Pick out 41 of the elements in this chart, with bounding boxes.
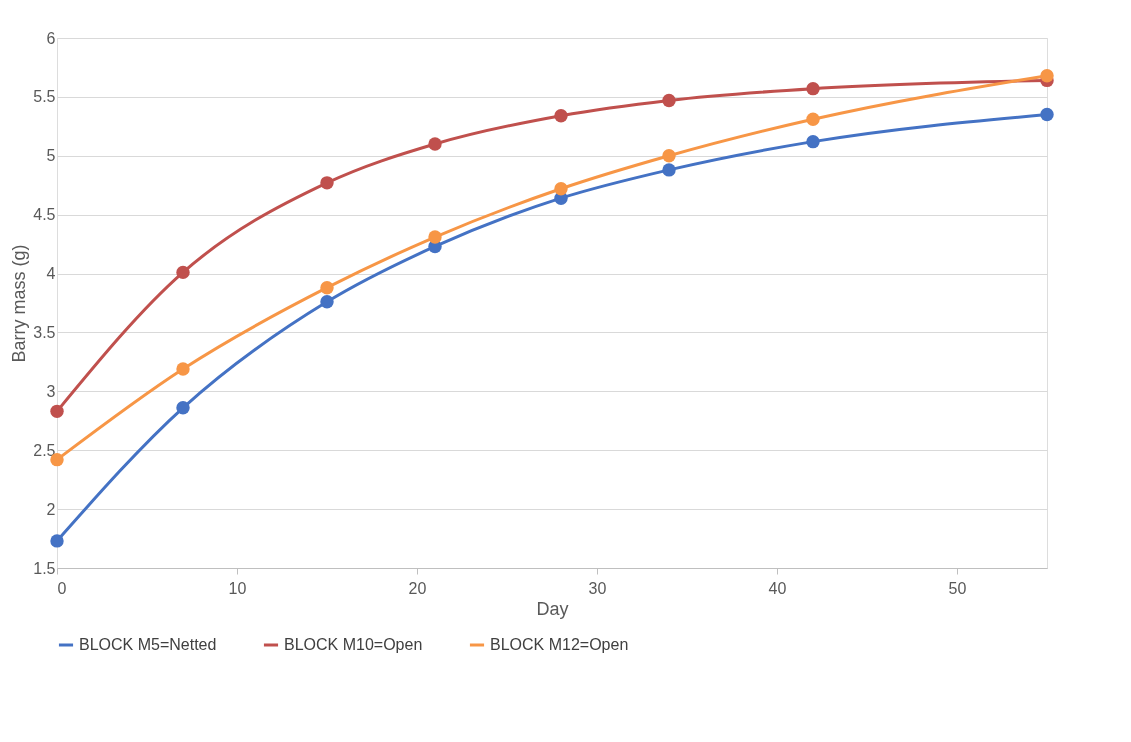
point (320, 280, 334, 295)
point (662, 149, 676, 163)
y-tick-label: 4 (46, 265, 56, 283)
point (428, 230, 442, 244)
point (1040, 68, 1054, 83)
point (176, 265, 190, 280)
y-tick-label: 5 (46, 147, 56, 165)
point (320, 295, 334, 309)
x-tick-label: 10 (228, 579, 247, 597)
legend-label: BLOCK M5=Netted (79, 636, 217, 653)
x-tick-label: 50 (948, 579, 967, 597)
y-tick-label: 4.5 (33, 206, 56, 224)
x-tick-label: 20 (408, 579, 427, 597)
point (320, 176, 334, 190)
point (176, 362, 190, 376)
x-tick-label: 40 (768, 579, 787, 597)
point (806, 134, 820, 149)
y-axis-title: Barry mass (g) (9, 244, 30, 363)
point (428, 137, 442, 151)
y-tick-label: 3.5 (33, 323, 56, 341)
point (662, 163, 676, 177)
point (1040, 107, 1054, 122)
y-tick-label: 3 (46, 382, 56, 400)
x-axis-title: Day (536, 598, 569, 619)
point (50, 534, 64, 548)
point (806, 81, 820, 96)
point (554, 109, 568, 123)
point (176, 401, 190, 415)
point (50, 404, 64, 419)
y-tick-label: 1.5 (33, 559, 56, 577)
point (806, 112, 820, 126)
x-tick-label: 30 (588, 579, 607, 597)
y-tick-label: 2.5 (33, 441, 56, 459)
x-tick-label: 0 (57, 579, 67, 597)
point (662, 93, 676, 108)
y-tick-label: 2 (46, 500, 56, 518)
legend-label: BLOCK M12=Open (490, 636, 629, 653)
point (554, 182, 568, 196)
y-tick-label: 5.5 (33, 88, 56, 106)
y-tick-label: 6 (46, 29, 56, 47)
legend-label: BLOCK M10=Open (284, 636, 423, 653)
